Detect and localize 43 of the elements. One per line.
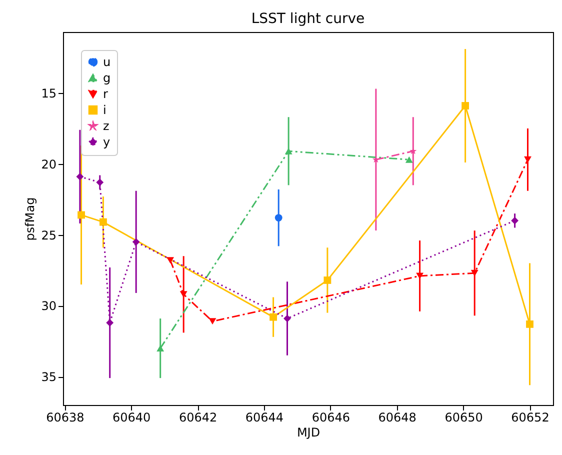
- y-tick-label: 30: [41, 299, 56, 314]
- legend-label: u: [103, 55, 111, 69]
- point: [372, 156, 380, 163]
- x-tick-label: 60640: [112, 410, 151, 424]
- point: [462, 102, 470, 110]
- x-tick-label: 60652: [511, 410, 550, 424]
- legend-label: i: [103, 103, 106, 117]
- point: [208, 318, 216, 325]
- legend-label: y: [103, 135, 110, 149]
- y-axis-title: psfMag: [23, 197, 38, 241]
- point: [99, 218, 107, 226]
- point: [156, 345, 164, 352]
- point: [76, 172, 84, 180]
- chart-title: LSST light curve: [251, 11, 365, 27]
- x-tick-label: 60650: [444, 410, 483, 424]
- y-tick-label: 25: [41, 228, 56, 242]
- y-tick-label: 20: [41, 157, 56, 172]
- point: [324, 276, 332, 284]
- x-tick-label: 60648: [378, 410, 416, 424]
- point: [416, 272, 424, 280]
- legend-label: z: [103, 119, 110, 133]
- point: [284, 148, 292, 154]
- y-tick-label: 15: [41, 86, 56, 100]
- point: [526, 320, 534, 328]
- legend-label: r: [103, 87, 108, 101]
- y-tick-label: 35: [41, 370, 56, 384]
- x-tick-label: 60644: [245, 410, 284, 424]
- point: [511, 216, 519, 224]
- x-tick-label: 60646: [312, 410, 350, 424]
- x-tick-label: 60638: [46, 410, 84, 424]
- x-axis-title: MJD: [296, 426, 320, 440]
- point: [96, 178, 104, 186]
- point: [106, 319, 114, 326]
- point: [470, 270, 478, 276]
- x-tick-label: 60642: [178, 410, 218, 424]
- point: [166, 257, 174, 264]
- point: [405, 156, 413, 163]
- point: [78, 211, 85, 219]
- point: [270, 313, 277, 321]
- point: [180, 291, 188, 298]
- legend-label: g: [103, 71, 111, 85]
- point: [132, 238, 140, 246]
- point: [274, 214, 282, 222]
